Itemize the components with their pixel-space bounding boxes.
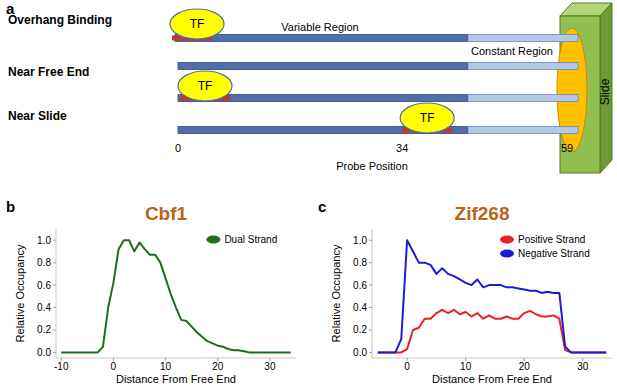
region-label: Constant Region xyxy=(471,45,553,57)
legend-label: Positive Strand xyxy=(518,234,585,245)
x-tick-label: 0 xyxy=(404,361,410,372)
tf xyxy=(170,9,224,39)
x-tick-label: 0 xyxy=(111,361,117,372)
y-axis xyxy=(372,229,373,358)
y-tick-label: 0.6 xyxy=(37,280,51,291)
probe-variable xyxy=(178,63,468,70)
position-label: 59 xyxy=(561,142,573,154)
x-tick-label: 20 xyxy=(519,361,531,372)
row-label: Near Slide xyxy=(8,109,67,123)
legend-label: Negative Strand xyxy=(518,248,590,259)
x-tick-label: 30 xyxy=(577,361,589,372)
tf xyxy=(400,103,454,133)
plot-area xyxy=(378,240,606,352)
legend: Positive Strand Negative Strand xyxy=(500,234,590,259)
y-tick xyxy=(53,329,56,330)
diagram: Slide TF TF TF Overhang Binding Near Free End… xyxy=(8,3,612,173)
legend-swatch xyxy=(206,236,220,244)
panel-label: c xyxy=(318,198,326,215)
slide-label: Slide xyxy=(598,78,612,105)
legend-swatch xyxy=(500,236,514,244)
y-tick-label: 0.8 xyxy=(37,257,51,268)
y-tick xyxy=(53,262,56,263)
legend: Dual Strand xyxy=(206,234,277,245)
position-label: 34 xyxy=(396,142,408,154)
y-tick-label: 0.6 xyxy=(353,280,367,291)
series-line xyxy=(378,240,606,352)
y-tick-label: 0.4 xyxy=(353,302,367,313)
tf-label: TF xyxy=(420,111,435,125)
x-tick-label: 10 xyxy=(160,361,172,372)
y-axis-label: Relative Occupancy xyxy=(330,244,342,342)
x-axis-label: Distance From Free End xyxy=(432,373,552,385)
legend-swatch xyxy=(500,250,514,258)
x-axis xyxy=(372,358,612,359)
y-tick xyxy=(369,352,372,353)
tf-label: TF xyxy=(198,79,213,93)
row-label: Overhang Binding xyxy=(8,13,112,27)
x-tick-label: 30 xyxy=(264,361,276,372)
y-tick xyxy=(369,307,372,308)
x-tick-label: 10 xyxy=(460,361,472,372)
position-label: 0 xyxy=(175,142,181,154)
axis-label: Probe Position xyxy=(336,160,408,172)
legend-label: Dual Strand xyxy=(224,234,277,245)
y-tick xyxy=(53,307,56,308)
probe-constant xyxy=(468,127,578,134)
y-tick xyxy=(53,240,56,241)
y-tick xyxy=(53,285,56,286)
plot-area xyxy=(61,240,291,352)
tf-label: TF xyxy=(190,17,205,31)
probe-constant xyxy=(468,35,578,42)
chart: 0.0 0.2 0.4 0.6 0.8 1.0 0 10 20 30 Distance From F… xyxy=(330,203,612,385)
chart: 0.0 0.2 0.4 0.6 0.8 1.0 -10 0 10 20 30 Distance Fro… xyxy=(14,203,296,385)
y-tick-label: 1.0 xyxy=(353,235,367,246)
series-line xyxy=(61,240,291,352)
row-label: Near Free End xyxy=(8,65,89,79)
region-label: Variable Region xyxy=(281,21,358,33)
chart-title: Zif268 xyxy=(455,203,510,224)
x-axis-label: Distance From Free End xyxy=(116,373,236,385)
probe-constant xyxy=(468,95,578,102)
y-tick xyxy=(369,262,372,263)
x-axis xyxy=(56,358,296,359)
x-tick-label: -10 xyxy=(54,361,69,372)
y-axis-label: Relative Occupancy xyxy=(14,244,26,342)
y-tick-label: 0.0 xyxy=(37,347,51,358)
y-tick xyxy=(369,329,372,330)
panel-label: b xyxy=(6,198,15,215)
y-tick xyxy=(369,240,372,241)
probe-variable xyxy=(175,35,468,42)
tf xyxy=(178,71,232,101)
y-tick-label: 0.2 xyxy=(353,324,367,335)
probe-constant xyxy=(468,63,578,70)
series-line xyxy=(378,310,606,353)
y-tick-label: 0.2 xyxy=(37,324,51,335)
y-tick-label: 1.0 xyxy=(37,235,51,246)
figure: abcSlideTFTFTFOverhang BindingNear Free … xyxy=(0,0,617,386)
y-tick-label: 0.4 xyxy=(37,302,51,313)
y-axis xyxy=(56,229,57,358)
y-tick-label: 0.8 xyxy=(353,257,367,268)
chart-title: Cbf1 xyxy=(145,203,188,224)
y-tick xyxy=(53,352,56,353)
x-tick-label: 20 xyxy=(212,361,224,372)
y-tick-label: 0.0 xyxy=(353,347,367,358)
y-tick xyxy=(369,285,372,286)
